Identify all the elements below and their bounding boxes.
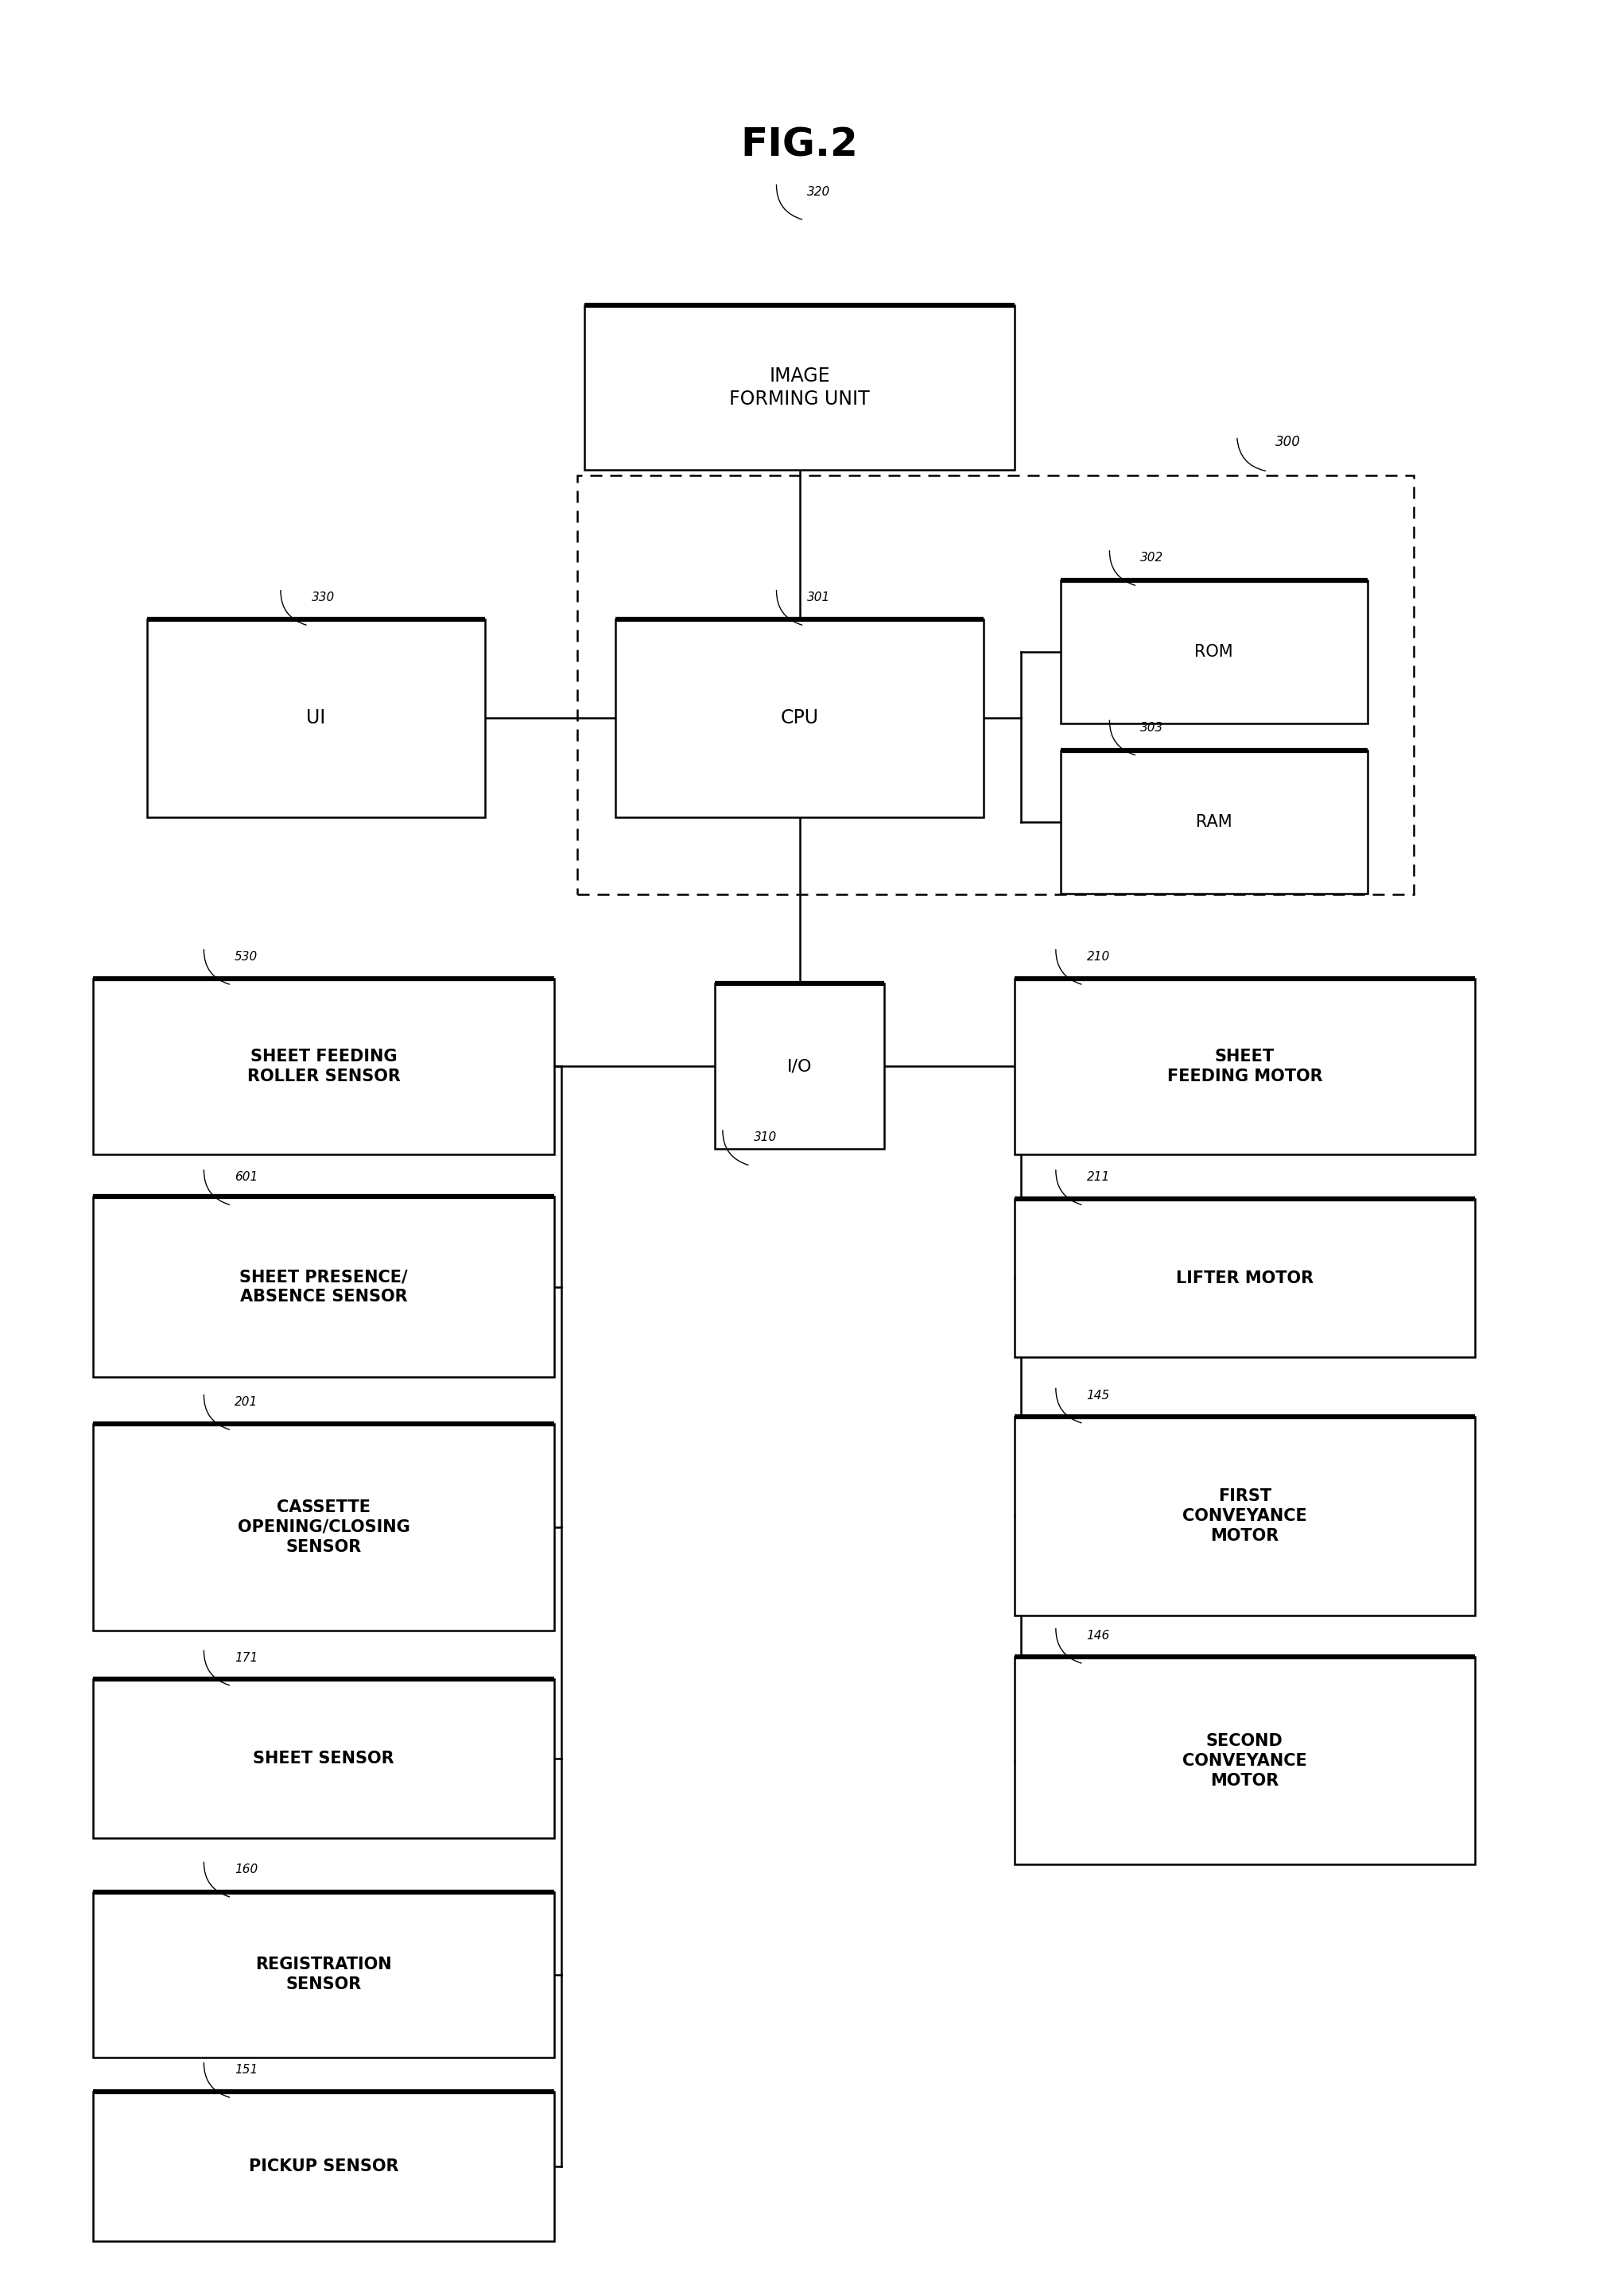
Text: 320: 320 xyxy=(807,186,830,197)
Text: 300: 300 xyxy=(1276,434,1300,450)
Text: 302: 302 xyxy=(1140,551,1164,565)
Bar xyxy=(93,1678,553,1837)
Text: 330: 330 xyxy=(312,592,334,604)
Bar xyxy=(147,620,484,817)
Text: 201: 201 xyxy=(235,1396,257,1407)
Text: 160: 160 xyxy=(235,1864,257,1876)
Bar xyxy=(93,1892,553,2057)
Text: ROM: ROM xyxy=(1194,645,1233,659)
Text: SHEET SENSOR: SHEET SENSOR xyxy=(253,1750,395,1766)
Text: CPU: CPU xyxy=(780,709,819,728)
Text: UI: UI xyxy=(307,709,326,728)
Text: REGISTRATION
SENSOR: REGISTRATION SENSOR xyxy=(256,1956,392,1993)
Text: 601: 601 xyxy=(235,1171,257,1182)
Bar xyxy=(715,983,884,1148)
Text: 171: 171 xyxy=(235,1651,257,1665)
Text: SHEET PRESENCE/
ABSENCE SENSOR: SHEET PRESENCE/ ABSENCE SENSOR xyxy=(240,1270,408,1304)
Text: 301: 301 xyxy=(807,592,830,604)
Bar xyxy=(585,305,1014,471)
Text: I/O: I/O xyxy=(787,1058,812,1075)
Text: SHEET FEEDING
ROLLER SENSOR: SHEET FEEDING ROLLER SENSOR xyxy=(246,1049,400,1084)
Text: 151: 151 xyxy=(235,2064,257,2076)
Bar xyxy=(1060,581,1367,723)
Text: RAM: RAM xyxy=(1196,813,1233,829)
Bar xyxy=(1060,751,1367,893)
Bar xyxy=(93,978,553,1155)
Text: 310: 310 xyxy=(753,1132,777,1143)
Text: 530: 530 xyxy=(235,951,257,962)
Text: 146: 146 xyxy=(1087,1630,1110,1642)
Bar xyxy=(1014,1658,1474,1864)
Bar xyxy=(93,2092,553,2241)
Bar xyxy=(616,620,983,817)
Text: 303: 303 xyxy=(1140,721,1164,735)
Text: CASSETTE
OPENING/CLOSING
SENSOR: CASSETTE OPENING/CLOSING SENSOR xyxy=(238,1499,409,1554)
Bar xyxy=(577,475,1414,895)
Text: FIG.2: FIG.2 xyxy=(740,126,859,165)
Text: IMAGE
FORMING UNIT: IMAGE FORMING UNIT xyxy=(729,367,870,409)
Text: FIRST
CONVEYANCE
MOTOR: FIRST CONVEYANCE MOTOR xyxy=(1182,1488,1306,1543)
Text: 210: 210 xyxy=(1087,951,1110,962)
Bar xyxy=(1014,978,1474,1155)
Bar xyxy=(1014,1417,1474,1616)
Text: PICKUP SENSOR: PICKUP SENSOR xyxy=(249,2158,398,2174)
Text: SHEET
FEEDING MOTOR: SHEET FEEDING MOTOR xyxy=(1167,1049,1322,1084)
Bar xyxy=(1014,1199,1474,1357)
Bar xyxy=(93,1196,553,1378)
Text: 211: 211 xyxy=(1087,1171,1110,1182)
Text: SECOND
CONVEYANCE
MOTOR: SECOND CONVEYANCE MOTOR xyxy=(1182,1733,1306,1789)
Bar xyxy=(93,1424,553,1630)
Text: LIFTER MOTOR: LIFTER MOTOR xyxy=(1175,1270,1313,1286)
Text: 145: 145 xyxy=(1087,1389,1110,1401)
